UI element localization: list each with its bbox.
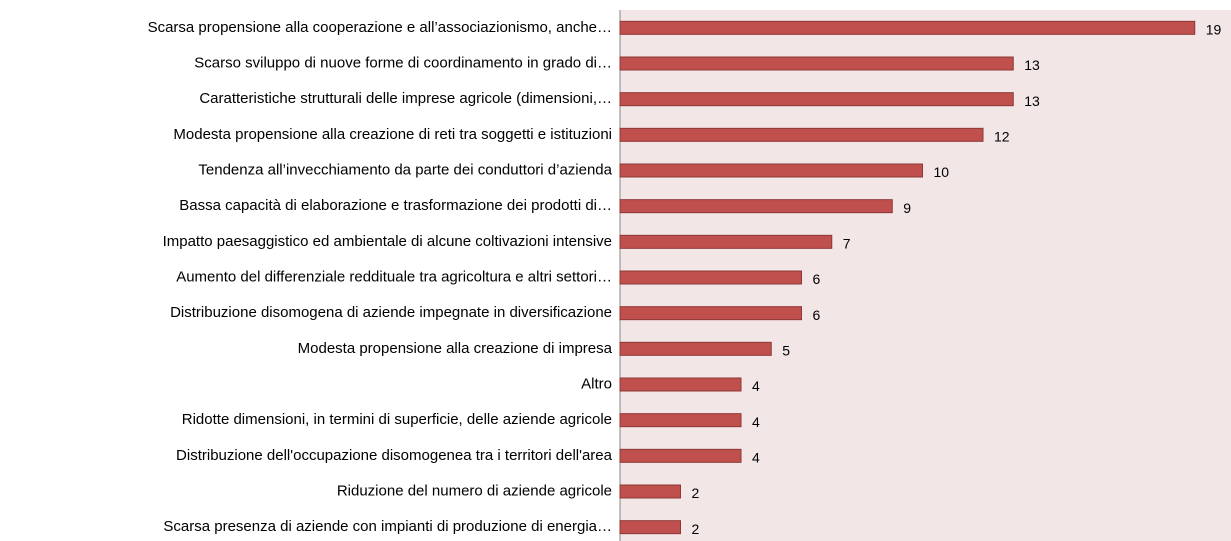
bar [619,413,742,428]
bar [619,306,802,321]
bar [619,56,1014,71]
y-tick-label: Tendenza all’invecchiamento da parte dei… [198,161,612,178]
data-label: 19 [1206,22,1222,38]
data-label: 4 [752,450,760,466]
data-label: 9 [903,200,911,216]
data-label: 4 [752,414,760,430]
y-tick-label: Altro [581,375,612,392]
bar [619,127,984,142]
y-tick-label: Aumento del differenziale reddituale tra… [176,268,612,285]
bar [619,341,772,356]
bar [619,484,681,499]
y-tick-label: Scarso sviluppo di nuove forme di coordi… [194,54,612,71]
data-label: 13 [1024,57,1040,73]
data-label: 6 [813,271,821,287]
data-label: 4 [752,378,760,394]
data-label: 2 [692,521,700,537]
y-tick-label: Scarsa presenza di aziende con impianti … [163,518,612,535]
bar [619,92,1014,107]
bar [619,377,742,392]
data-label: 2 [692,485,700,501]
y-tick-label: Modesta propensione alla creazione di re… [173,126,612,143]
bar [619,163,923,178]
data-label: 6 [813,307,821,323]
bar [619,20,1196,35]
y-tick-label: Caratteristiche strutturali delle impres… [199,90,612,107]
y-tick-label: Modesta propensione alla creazione di im… [298,340,613,357]
bar [619,234,833,249]
y-tick-label: Impatto paesaggistico ed ambientale di a… [163,233,612,250]
y-tick-label: Bassa capacità di elaborazione e trasfor… [179,197,612,214]
data-label: 10 [934,164,950,180]
y-tick-label: Scarsa propensione alla cooperazione e a… [148,19,612,36]
data-label: 13 [1024,93,1040,109]
data-label: 7 [843,236,851,252]
y-tick-label: Ridotte dimensioni, in termini di superf… [182,411,612,428]
data-label: 5 [782,343,790,359]
bar [619,520,681,535]
data-label: 12 [994,129,1010,145]
y-tick-label: Distribuzione dell'occupazione disomogen… [176,447,613,464]
y-tick-label: Distribuzione disomogena di aziende impe… [170,304,612,321]
bar [619,448,742,463]
bar [619,199,893,214]
y-tick-label: Riduzione del numero di aziende agricole [337,482,612,499]
bar [619,270,802,285]
